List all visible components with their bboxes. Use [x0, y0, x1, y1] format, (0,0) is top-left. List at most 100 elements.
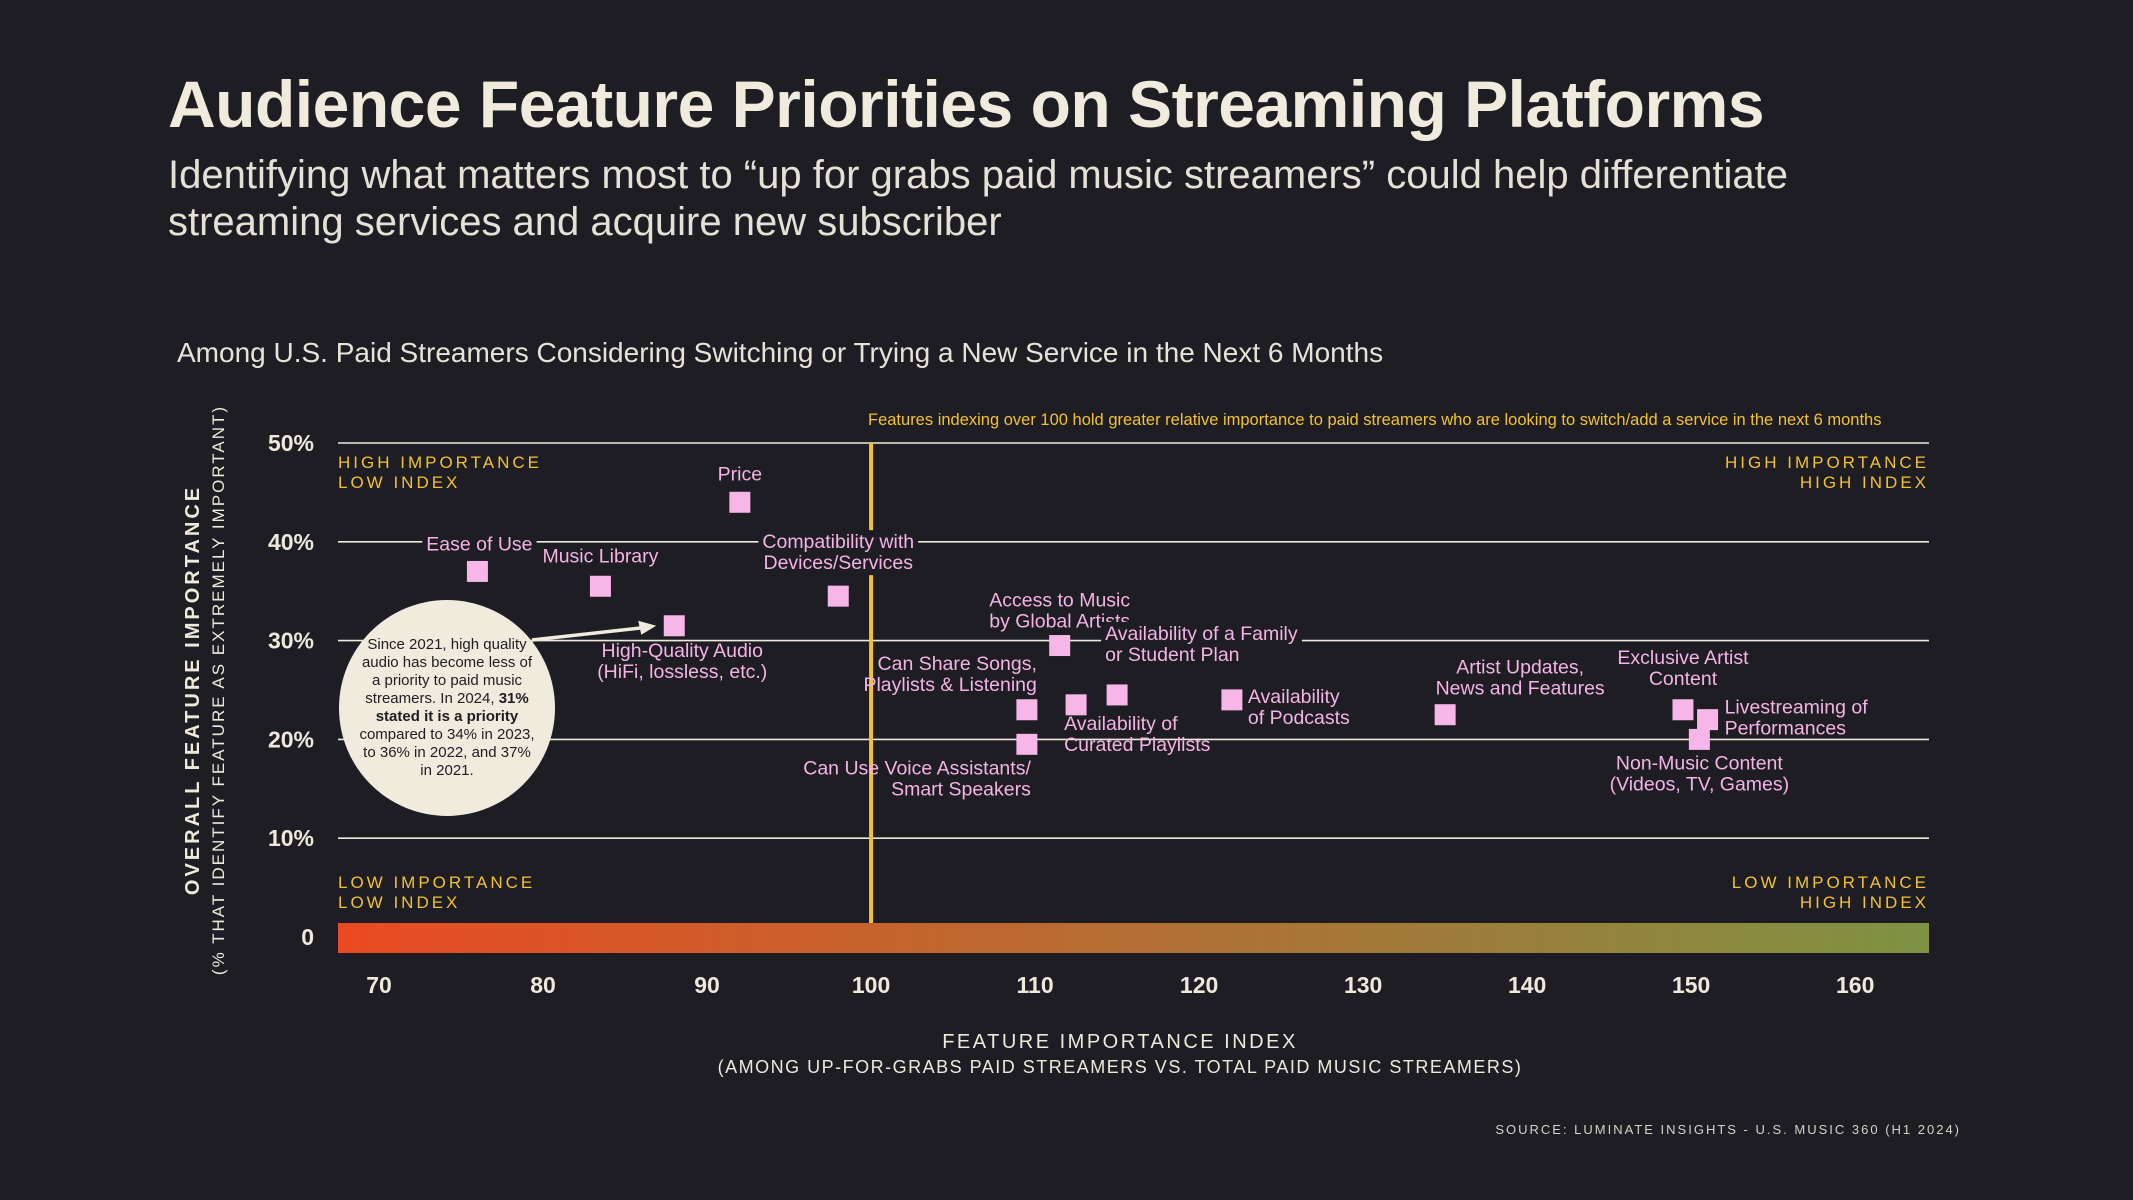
- point-label-line: Can Share Songs,: [878, 653, 1037, 675]
- point-label: Access to Music by Global Artists: [989, 590, 1130, 633]
- page-subtitle: Identifying what matters most to “up for…: [168, 153, 1789, 244]
- point-label-line: Playlists & Listening: [863, 674, 1036, 696]
- y-tick-label: 10%: [268, 825, 314, 851]
- point-marker: [1697, 709, 1719, 731]
- quadrant-label-bottom-left: LOW INDEX: [338, 893, 460, 912]
- point-label: Availability of Curated Playlists: [1064, 713, 1211, 756]
- point-label-line: Access to Music: [989, 590, 1130, 612]
- point-label-line: or Student Plan: [1105, 644, 1239, 666]
- point-label: Livestreaming of Performances: [1725, 697, 1869, 740]
- point-label-line: Can Use Voice Assistants/: [803, 757, 1031, 779]
- point-marker: [663, 615, 685, 637]
- x-tick-label: 100: [852, 972, 890, 998]
- point-marker: [1434, 704, 1456, 726]
- y-tick-label: 50%: [268, 430, 314, 456]
- point-marker: [1016, 733, 1038, 755]
- quadrant-label-top-right: HIGH INDEX: [1800, 473, 1929, 492]
- quadrant-label-bottom-right: LOW IMPORTANCE: [1732, 873, 1929, 892]
- point-marker: [589, 575, 611, 597]
- x-tick-label: 160: [1836, 972, 1874, 998]
- quadrant-label-top-left: HIGH IMPORTANCE: [338, 453, 542, 472]
- point-marker: [1049, 635, 1071, 657]
- point-label: Can Share Songs, Playlists & Listening: [863, 653, 1036, 696]
- point-label: Availability of a Family or Student Plan: [1105, 623, 1298, 666]
- x-tick-label: 150: [1672, 972, 1710, 998]
- y-axis-title: OVERALL FEATURE IMPORTANCE: [182, 485, 204, 895]
- point-label-line: Devices/Services: [763, 552, 913, 574]
- point-label-line: of Podcasts: [1248, 707, 1350, 729]
- point-label-line: Availability: [1248, 686, 1340, 708]
- point-label: Price: [718, 463, 762, 485]
- point-label-line: Content: [1649, 668, 1718, 690]
- point-label-background: [758, 530, 919, 576]
- point-label-line: Availability of a Family: [1105, 623, 1298, 645]
- point-label-background: [422, 532, 537, 557]
- point-label-line: (HiFi, lossless, etc.): [597, 661, 767, 683]
- point-label-line: Music Library: [542, 545, 658, 567]
- chart-title: Among U.S. Paid Streamers Considering Sw…: [177, 337, 1384, 368]
- point-marker: [729, 491, 751, 513]
- audio-trend-callout: Since 2021, high quality audio has becom…: [339, 600, 555, 816]
- point-label: Artist Updates, News and Features: [1436, 657, 1605, 700]
- point-label-line: Non-Music Content: [1616, 752, 1783, 774]
- x-tick-label: 90: [694, 972, 720, 998]
- point-marker: [1688, 728, 1710, 750]
- y-axis-subtitle: (% THAT IDENTIFY FEATURE AS EXTREMELY IM…: [209, 405, 228, 975]
- point-label-line: Livestreaming of: [1725, 697, 1869, 719]
- quadrant-label-top-left: LOW INDEX: [338, 473, 460, 492]
- point-marker: [1672, 699, 1694, 721]
- point-label-line: High-Quality Audio: [601, 640, 763, 662]
- point-label: Music Library: [542, 545, 658, 567]
- quadrant-label-bottom-left: LOW IMPORTANCE: [338, 873, 535, 892]
- x-axis-title: FEATURE IMPORTANCE INDEX: [942, 1031, 1298, 1053]
- x-tick-label: 120: [1180, 972, 1218, 998]
- callout-text-1: Since 2021, high quality audio has becom…: [361, 636, 533, 707]
- y-tick-label: 20%: [268, 726, 314, 752]
- y-tick-label: 40%: [268, 529, 314, 555]
- point-marker: [1016, 699, 1038, 721]
- point-marker: [827, 585, 849, 607]
- point-label: Non-Music Content (Videos, TV, Games): [1610, 752, 1790, 795]
- x-tick-label: 140: [1508, 972, 1546, 998]
- quadrant-label-bottom-right: HIGH INDEX: [1800, 893, 1929, 912]
- point-label: Ease of Use: [426, 533, 532, 555]
- point-label-line: Price: [718, 463, 762, 485]
- callout-arrow-head: [638, 620, 657, 635]
- point-label-line: Availability of: [1064, 713, 1178, 735]
- point-label-line: Curated Playlists: [1064, 734, 1211, 756]
- point-marker: [1106, 684, 1128, 706]
- callout-text-bold: 31% stated it is a priority: [375, 690, 529, 725]
- y-tick-label: 0: [301, 924, 314, 950]
- callout-text-2: compared to 34% in 2023, to 36% in 2022,…: [359, 726, 535, 779]
- index-gradient-bar: [338, 923, 1929, 953]
- x-tick-label: 80: [530, 972, 556, 998]
- point-marker: [1221, 689, 1243, 711]
- x-tick-label: 130: [1344, 972, 1382, 998]
- point-label-background: [1243, 684, 1355, 730]
- callout-arrow-line: [531, 626, 643, 642]
- point-label-line: (Videos, TV, Games): [1610, 773, 1790, 795]
- point-label: Availability of Podcasts: [1248, 686, 1350, 729]
- quadrant-label-top-right: HIGH IMPORTANCE: [1725, 453, 1929, 472]
- point-marker: [1065, 694, 1087, 716]
- point-label: High-Quality Audio (HiFi, lossless, etc.): [597, 640, 767, 683]
- x-tick-label: 70: [366, 972, 392, 998]
- x-axis-subtitle: (AMONG UP-FOR-GRABS PAID STREAMERS VS. T…: [718, 1057, 1523, 1077]
- point-label-line: News and Features: [1436, 678, 1605, 700]
- point-marker: [466, 560, 488, 582]
- source-note: SOURCE: LUMINATE INSIGHTS - U.S. MUSIC 3…: [1495, 1122, 1961, 1137]
- index-annotation: Features indexing over 100 hold greater …: [868, 411, 1881, 429]
- y-tick-label: 30%: [268, 628, 314, 654]
- point-label: Exclusive Artist Content: [1617, 647, 1749, 690]
- point-label-line: by Global Artists: [989, 611, 1130, 633]
- point-label-line: Artist Updates,: [1456, 657, 1584, 679]
- point-label: Can Use Voice Assistants/Smart Speakers: [803, 757, 1031, 800]
- x-tick-label: 110: [1017, 972, 1054, 998]
- point-label-background: [1101, 621, 1302, 667]
- point-label-line: Compatibility with: [762, 531, 914, 553]
- callout-text: Since 2021, high quality audio has becom…: [359, 636, 535, 780]
- point-label-line: Exclusive Artist: [1617, 647, 1749, 669]
- point-label: Compatibility with Devices/Services: [762, 531, 914, 574]
- point-label-line: Smart Speakers: [891, 778, 1031, 800]
